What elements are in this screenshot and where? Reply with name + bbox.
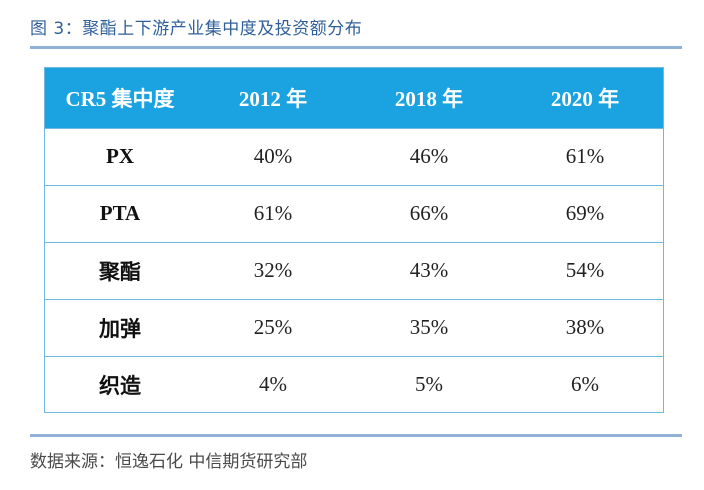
figure-caption: 图 3：聚酯上下游产业集中度及投资额分布 bbox=[30, 19, 363, 39]
table-cell: 43% bbox=[351, 241, 507, 299]
header-cell-2020: 2020 年 bbox=[550, 86, 620, 111]
table-cell: 6% bbox=[507, 355, 663, 413]
table-cell: 4% bbox=[195, 355, 351, 413]
row-label: PX bbox=[45, 127, 195, 185]
table-row: PX 40% 46% 61% bbox=[45, 127, 663, 185]
table-cell: 61% bbox=[195, 184, 351, 242]
table-cell: 40% bbox=[195, 127, 351, 185]
table-cell: 5% bbox=[351, 355, 507, 413]
row-label: PTA bbox=[45, 184, 195, 242]
data-source-note: 数据来源：恒逸石化 中信期货研究部 bbox=[30, 452, 308, 472]
table-cell: 32% bbox=[195, 241, 351, 299]
table-header-row: CR5 集中度 2012 年 2018 年 2020 年 bbox=[45, 68, 663, 128]
top-divider bbox=[30, 46, 682, 49]
table-cell: 46% bbox=[351, 127, 507, 185]
table-row: 加弹 25% 35% 38% bbox=[45, 298, 663, 356]
table-row: PTA 61% 66% 69% bbox=[45, 184, 663, 242]
header-cell-metric: CR5 集中度 bbox=[65, 86, 175, 111]
row-label: 织造 bbox=[45, 355, 195, 413]
table-cell: 61% bbox=[507, 127, 663, 185]
row-label: 加弹 bbox=[45, 298, 195, 356]
table-cell: 66% bbox=[351, 184, 507, 242]
table-cell: 69% bbox=[507, 184, 663, 242]
header-cell-2012: 2012 年 bbox=[238, 86, 308, 111]
bottom-divider bbox=[30, 434, 682, 437]
table-cell: 25% bbox=[195, 298, 351, 356]
table-row: 织造 4% 5% 6% bbox=[45, 355, 663, 413]
concentration-table: CR5 集中度 2012 年 2018 年 2020 年 PX 40% 46% … bbox=[45, 68, 663, 413]
table-row: 聚酯 32% 43% 54% bbox=[45, 241, 663, 299]
row-label: 聚酯 bbox=[45, 241, 195, 299]
table-cell: 38% bbox=[507, 298, 663, 356]
concentration-table-container: CR5 集中度 2012 年 2018 年 2020 年 PX 40% 46% … bbox=[44, 67, 664, 413]
header-cell-2018: 2018 年 bbox=[394, 86, 464, 111]
table-cell: 54% bbox=[507, 241, 663, 299]
table-cell: 35% bbox=[351, 298, 507, 356]
